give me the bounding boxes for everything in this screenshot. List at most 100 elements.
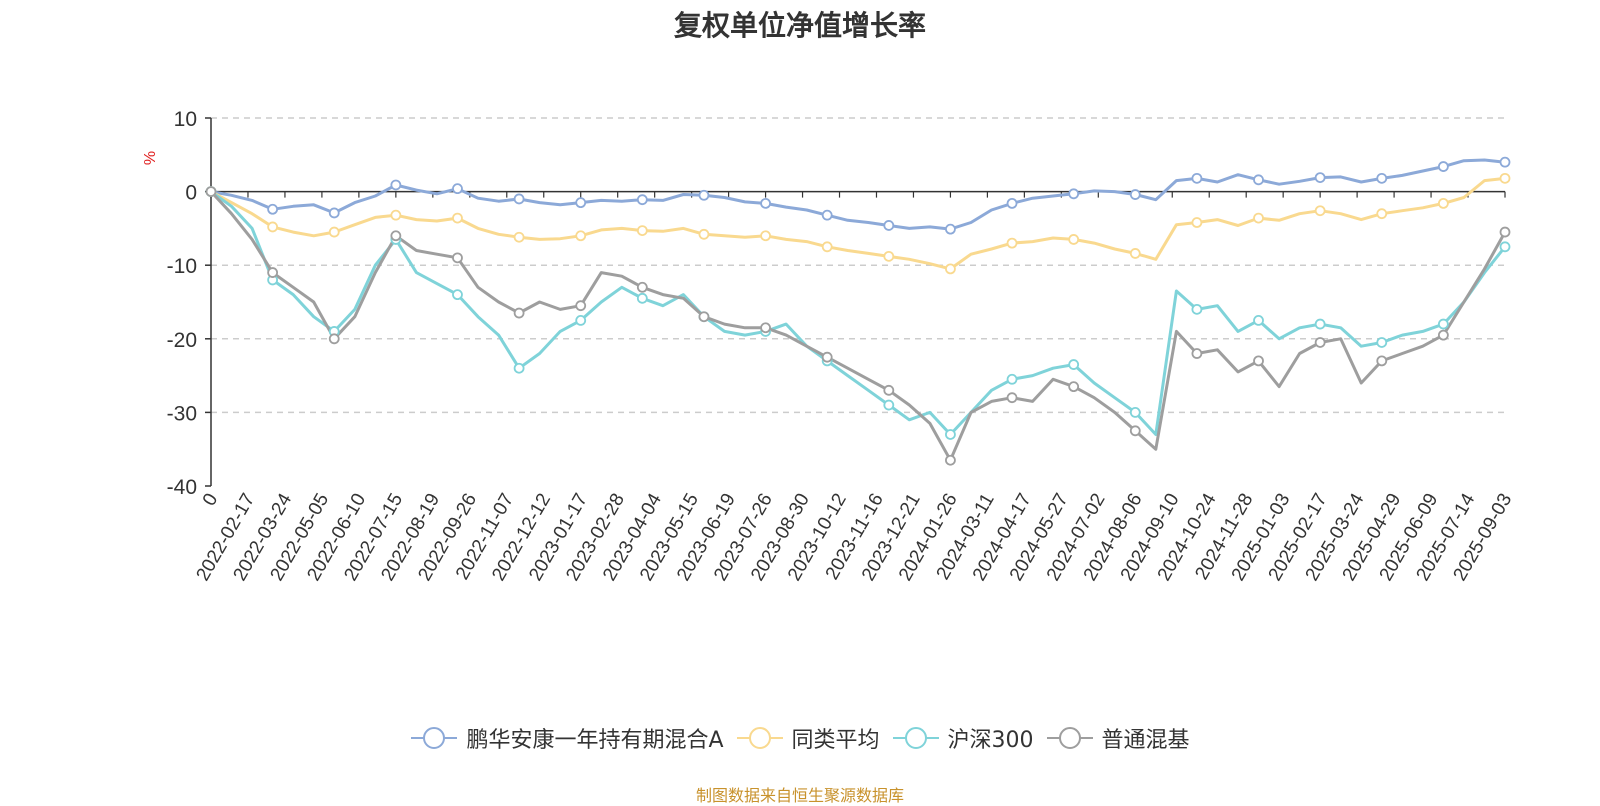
series-point-3 [1499, 226, 1511, 238]
legend-swatch-icon [892, 727, 939, 749]
series-point-2 [1499, 241, 1511, 253]
series-point-0 [1314, 172, 1326, 184]
series-point-0 [1191, 172, 1203, 184]
legend-item-2[interactable]: 沪深300 [892, 722, 1034, 754]
series-point-1 [328, 226, 340, 238]
legend-label: 普通混基 [1101, 728, 1190, 753]
y-axis-unit: % [142, 151, 159, 165]
series-markers [205, 156, 1511, 466]
series-point-1 [1314, 205, 1326, 217]
series-point-0 [1376, 172, 1388, 184]
series-point-0 [1006, 197, 1018, 209]
series-point-0 [1499, 156, 1511, 168]
series-point-1 [452, 212, 463, 224]
y-tick-label: -30 [167, 402, 197, 425]
series-point-1 [575, 230, 587, 242]
y-tick-label: 10 [174, 108, 197, 131]
series-point-0 [1437, 161, 1449, 172]
series-point-3 [698, 311, 710, 323]
series-point-3 [1376, 355, 1388, 367]
series-point-3 [1006, 392, 1018, 404]
series-lines [209, 158, 1507, 462]
series-point-1 [883, 250, 895, 262]
series-point-2 [1006, 373, 1018, 385]
series-point-0 [267, 203, 279, 215]
series-point-1 [636, 225, 648, 237]
series-line-0 [210, 158, 1506, 231]
series-point-3 [1191, 348, 1203, 359]
series-point-1 [513, 231, 525, 243]
series-point-1 [1376, 208, 1388, 220]
series-point-3 [390, 230, 402, 242]
series-point-0 [698, 189, 710, 201]
legend-swatch-icon [1046, 727, 1093, 749]
series-point-2 [1129, 406, 1141, 418]
series-point-3 [205, 186, 217, 198]
series-point-3 [1437, 329, 1449, 341]
series-point-1 [945, 263, 956, 275]
legend-label: 鹏华安康一年持有期混合A [466, 728, 724, 753]
series-point-1 [760, 230, 771, 242]
series-point-3 [636, 281, 648, 293]
series-point-1 [1437, 197, 1449, 209]
series-point-3 [513, 307, 525, 319]
series-point-1 [698, 228, 710, 240]
legend-item-3[interactable]: 普通混基 [1046, 722, 1190, 754]
series-point-2 [513, 362, 525, 374]
series-point-3 [1068, 381, 1080, 393]
series-point-1 [1499, 172, 1511, 184]
series-point-2 [1068, 359, 1080, 370]
series-point-2 [1437, 318, 1449, 330]
series-point-0 [513, 193, 525, 205]
series-point-1 [267, 221, 279, 233]
series-point-0 [1129, 189, 1141, 200]
series-point-0 [390, 179, 402, 191]
series-line-1 [210, 176, 1506, 271]
source-note: 制图数据来自恒生聚源数据库 [695, 786, 904, 805]
series-point-1 [390, 209, 402, 221]
series-point-2 [1253, 314, 1264, 326]
series-point-0 [636, 194, 648, 206]
series-point-0 [452, 183, 463, 195]
series-point-0 [883, 220, 895, 231]
series-point-2 [1376, 337, 1388, 348]
legend-item-0[interactable]: 鹏华安康一年持有期混合A [410, 722, 724, 754]
series-point-2 [575, 314, 587, 326]
legend-swatch-icon [736, 727, 783, 749]
series-point-0 [575, 197, 587, 209]
series-point-2 [1314, 318, 1326, 330]
legend: 鹏华安康一年持有期混合A 同类平均 沪深300 普通混基 [0, 722, 1600, 754]
series-line-2 [210, 190, 1507, 436]
y-tick-label: -20 [167, 329, 197, 352]
series-point-3 [1314, 337, 1326, 348]
series-point-1 [1191, 217, 1203, 228]
legend-item-1[interactable]: 同类平均 [736, 722, 880, 754]
series-point-2 [452, 289, 463, 301]
legend-label: 同类平均 [791, 728, 880, 753]
series-point-2 [945, 429, 956, 440]
series-point-3 [328, 333, 340, 345]
series-line-3 [209, 190, 1507, 462]
series-point-3 [1129, 425, 1141, 437]
series-point-3 [760, 322, 771, 334]
series-point-0 [1068, 188, 1080, 200]
series-point-3 [883, 384, 895, 396]
series-point-3 [945, 454, 956, 466]
chart-title: 复权单位净值增长率 [673, 9, 926, 42]
series-point-3 [1253, 355, 1264, 367]
series-point-0 [760, 197, 771, 209]
series-point-1 [821, 241, 833, 253]
x-tick-label: 0 [199, 490, 222, 510]
y-tick-label: -40 [167, 476, 197, 499]
series-point-3 [821, 351, 833, 363]
series-point-2 [1191, 303, 1203, 315]
series-point-1 [1006, 237, 1018, 249]
series-point-3 [452, 252, 463, 264]
series-point-2 [636, 292, 648, 304]
series-point-2 [883, 399, 895, 411]
series-point-0 [821, 209, 833, 221]
series-point-0 [328, 207, 340, 219]
series-point-3 [575, 300, 587, 312]
legend-swatch-icon [411, 727, 458, 749]
